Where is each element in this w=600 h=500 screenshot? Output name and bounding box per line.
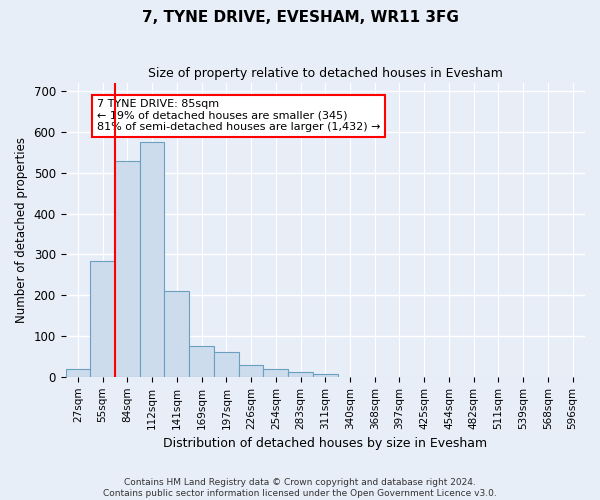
Bar	[164, 291, 189, 377]
Bar	[140, 142, 164, 377]
Bar	[288, 372, 313, 377]
Bar	[263, 370, 288, 377]
Bar	[239, 366, 263, 377]
Title: Size of property relative to detached houses in Evesham: Size of property relative to detached ho…	[148, 68, 503, 80]
Y-axis label: Number of detached properties: Number of detached properties	[15, 137, 28, 323]
Bar	[90, 260, 115, 377]
Text: 7, TYNE DRIVE, EVESHAM, WR11 3FG: 7, TYNE DRIVE, EVESHAM, WR11 3FG	[142, 10, 458, 25]
Bar	[189, 346, 214, 377]
Bar	[65, 370, 90, 377]
Bar	[115, 160, 140, 377]
Bar	[313, 374, 338, 377]
Text: 7 TYNE DRIVE: 85sqm
← 19% of detached houses are smaller (345)
81% of semi-detac: 7 TYNE DRIVE: 85sqm ← 19% of detached ho…	[97, 99, 380, 132]
Text: Contains HM Land Registry data © Crown copyright and database right 2024.
Contai: Contains HM Land Registry data © Crown c…	[103, 478, 497, 498]
Bar	[214, 352, 239, 377]
X-axis label: Distribution of detached houses by size in Evesham: Distribution of detached houses by size …	[163, 437, 487, 450]
